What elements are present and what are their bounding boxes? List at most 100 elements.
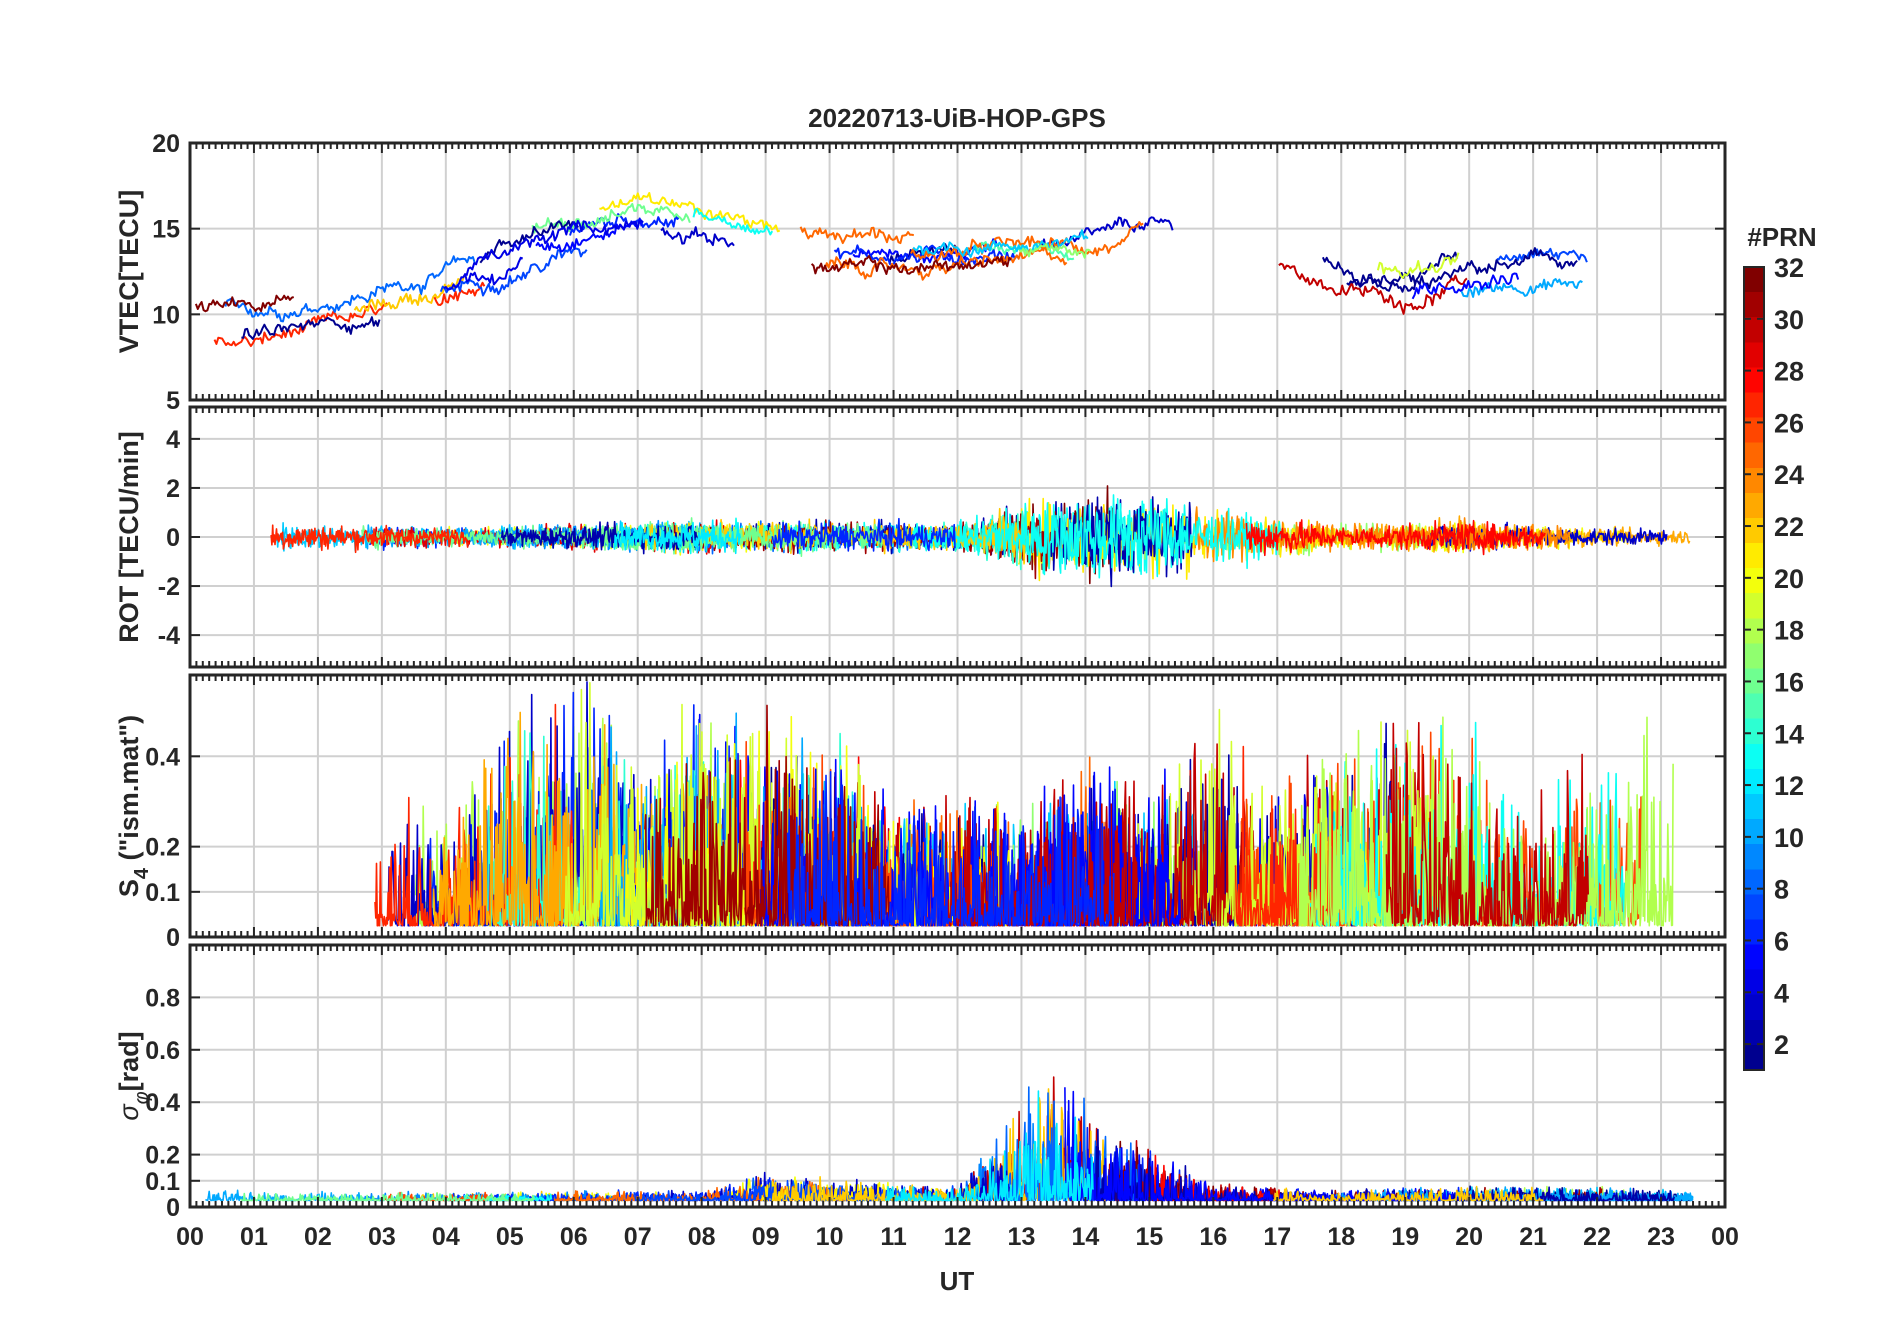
series-line-prn-16 xyxy=(239,1191,536,1202)
x-tick-label: 14 xyxy=(1072,1223,1100,1251)
x-tick-label: 00 xyxy=(176,1223,204,1251)
x-tick-label: 03 xyxy=(368,1223,396,1251)
series-line-prn-1 xyxy=(479,219,579,264)
x-tick-label: 17 xyxy=(1263,1223,1291,1251)
x-tick-label: 07 xyxy=(624,1223,652,1251)
colorbar-tick-label: 32 xyxy=(1774,253,1804,283)
series-line-prn-6 xyxy=(786,770,1115,927)
y-tick-label: 0 xyxy=(166,1194,180,1222)
colorbar-tick-label: 2 xyxy=(1774,1030,1789,1060)
y-tick-label: 0.2 xyxy=(145,834,180,862)
colorbar-tick-label: 12 xyxy=(1774,771,1804,801)
x-tick-label: 05 xyxy=(496,1223,524,1251)
y-tick-label: 0.6 xyxy=(145,1037,180,1065)
series-line-prn-30 xyxy=(1278,262,1468,315)
colorbar-gradient xyxy=(1743,266,1765,1071)
colorbar-tick-label: 10 xyxy=(1774,823,1804,853)
y-tick-label: 0 xyxy=(166,524,180,552)
series-line-prn-3 xyxy=(660,226,735,248)
series-line-prn-32 xyxy=(810,255,1012,275)
y-tick-label: -4 xyxy=(158,622,180,650)
series-line-prn-13 xyxy=(912,494,1282,578)
y-tick-label: 4 xyxy=(166,426,180,454)
x-ticks-rot xyxy=(189,407,1726,667)
y-tick-label: 0.2 xyxy=(145,1142,180,1170)
series-line-prn-17 xyxy=(1018,243,1091,259)
y-axis-label-vtec: VTEC[TECU] xyxy=(114,190,144,354)
series-line-prn-25 xyxy=(799,226,914,245)
colorbar-tick-label: 14 xyxy=(1774,719,1804,749)
x-tick-label: 16 xyxy=(1199,1223,1227,1251)
y-tick-label: 0.1 xyxy=(145,879,180,907)
x-tick-label: 18 xyxy=(1327,1223,1355,1251)
series-line-prn-4 xyxy=(443,256,524,291)
y-label-main: S xyxy=(114,879,144,897)
series-line-prn-25 xyxy=(910,221,1144,262)
series-line-prn-23 xyxy=(432,711,735,927)
y-tick-label: 0.4 xyxy=(145,743,180,771)
x-ticks-s4 xyxy=(189,675,1726,937)
series-line-prn-11 xyxy=(912,229,1089,258)
x-axis-label: UT xyxy=(940,1266,975,1296)
y-axis-label-rot: ROT [TECU/min] xyxy=(114,431,144,642)
series-line-prn-22 xyxy=(1272,1185,1544,1202)
y-tick-label: 0 xyxy=(166,924,180,952)
y-tick-label: 15 xyxy=(152,216,180,244)
panel-sigma: 00.10.2 0.4 0.6 0.8 σφ[rad] xyxy=(114,943,1727,1222)
grid-sigma xyxy=(190,945,1725,1207)
series-line-prn-22 xyxy=(771,1176,979,1202)
series-line-prn-19 xyxy=(1376,252,1460,279)
colorbar-tick-label: 22 xyxy=(1774,512,1804,542)
colorbar-tick-label: 8 xyxy=(1774,875,1789,905)
y-tick-label: 0.8 xyxy=(145,984,180,1012)
x-tick-label: 06 xyxy=(560,1223,588,1251)
x-tick-label: 08 xyxy=(688,1223,716,1251)
panel-rot: -4 -2 0 2 4 ROT [TECU/min] xyxy=(114,405,1727,669)
y-tick-label: -2 xyxy=(158,573,180,601)
series-line-prn-5 xyxy=(1411,272,1520,300)
panel-s4: 0 0.1 0.2 0.4S4 ("ism.mat") xyxy=(114,673,1727,952)
series-sigma xyxy=(205,1076,1694,1202)
series-rot xyxy=(270,485,1691,588)
series-line-prn-27 xyxy=(433,281,486,306)
colorbar-title: #PRN xyxy=(1747,222,1816,252)
y-tick-label: 5 xyxy=(166,387,180,415)
colorbar-tick-label: 30 xyxy=(1774,305,1804,335)
colorbar-tick-label: 28 xyxy=(1774,357,1804,387)
y-axis-label-s4: S4 ("ism.mat") xyxy=(114,715,153,897)
grid-vtec xyxy=(190,143,1725,400)
x-axis: 00 01 02 03 04 05 06 07 08 09 10 11 12 13 14 15 16 17 18 19… xyxy=(176,1223,1739,1251)
colorbar-tick-label: 26 xyxy=(1774,408,1804,438)
colorbar-tick-label: 24 xyxy=(1774,460,1804,490)
x-tick-label: 00 xyxy=(1711,1223,1739,1251)
x-tick-label: 11 xyxy=(880,1223,907,1251)
series-line-prn-12 xyxy=(884,1090,1095,1202)
y-label-rest: ("ism.mat") xyxy=(114,715,144,868)
y-tick-label: 2 xyxy=(166,475,180,503)
series-line-prn-15 xyxy=(975,241,1075,261)
x-tick-label: 21 xyxy=(1519,1223,1547,1251)
x-tick-label: 15 xyxy=(1135,1223,1163,1251)
y-ticks-vtec: 5 10 15 20 xyxy=(152,130,1725,415)
y-axis-label-sigma: σφ[rad] xyxy=(114,1031,153,1120)
y-tick-label: 0.4 xyxy=(145,1089,180,1117)
series-line-prn-28 xyxy=(1245,519,1546,557)
x-tick-label: 22 xyxy=(1583,1223,1611,1251)
series-line-prn-7 xyxy=(439,247,588,297)
y-ticks-sigma: 00.10.2 0.4 0.6 0.8 xyxy=(145,984,1725,1222)
colorbar-tick-label: 16 xyxy=(1774,667,1804,697)
series-line-prn-30 xyxy=(1385,722,1589,927)
x-ticks-sigma xyxy=(189,945,1726,1207)
series-line-prn-30 xyxy=(942,780,1138,927)
x-tick-label: 20 xyxy=(1455,1223,1483,1251)
series-line-prn-1 xyxy=(241,316,381,340)
x-tick-label: 10 xyxy=(816,1223,844,1251)
y-label-main: σ xyxy=(114,1103,144,1121)
series-line-prn-8 xyxy=(224,255,476,323)
x-tick-label: 19 xyxy=(1391,1223,1419,1251)
y-tick-label: 20 xyxy=(152,130,180,158)
